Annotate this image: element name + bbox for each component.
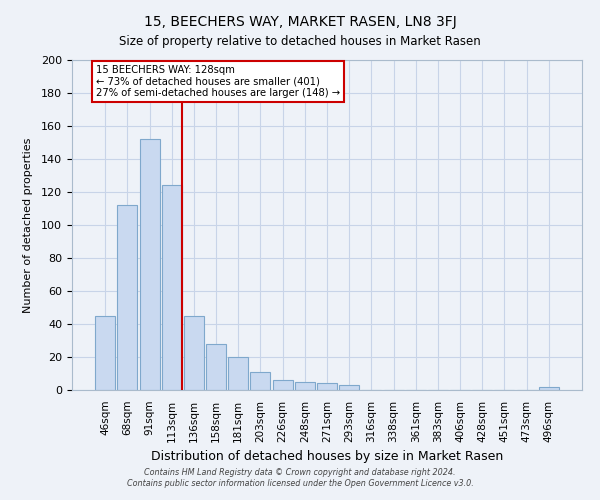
Bar xyxy=(250,372,271,390)
Bar xyxy=(162,186,182,390)
Bar xyxy=(339,385,359,390)
Text: 15 BEECHERS WAY: 128sqm
← 73% of detached houses are smaller (401)
27% of semi-d: 15 BEECHERS WAY: 128sqm ← 73% of detache… xyxy=(96,65,340,98)
Bar xyxy=(140,139,160,390)
Bar xyxy=(539,386,559,390)
Text: 15, BEECHERS WAY, MARKET RASEN, LN8 3FJ: 15, BEECHERS WAY, MARKET RASEN, LN8 3FJ xyxy=(143,15,457,29)
Bar xyxy=(118,205,137,390)
Text: Size of property relative to detached houses in Market Rasen: Size of property relative to detached ho… xyxy=(119,35,481,48)
Bar xyxy=(206,344,226,390)
Y-axis label: Number of detached properties: Number of detached properties xyxy=(23,138,33,312)
Bar xyxy=(317,384,337,390)
Bar xyxy=(95,316,115,390)
Bar xyxy=(295,382,315,390)
Text: Contains HM Land Registry data © Crown copyright and database right 2024.
Contai: Contains HM Land Registry data © Crown c… xyxy=(127,468,473,487)
Bar xyxy=(184,316,204,390)
Bar xyxy=(228,357,248,390)
Bar xyxy=(272,380,293,390)
X-axis label: Distribution of detached houses by size in Market Rasen: Distribution of detached houses by size … xyxy=(151,450,503,463)
